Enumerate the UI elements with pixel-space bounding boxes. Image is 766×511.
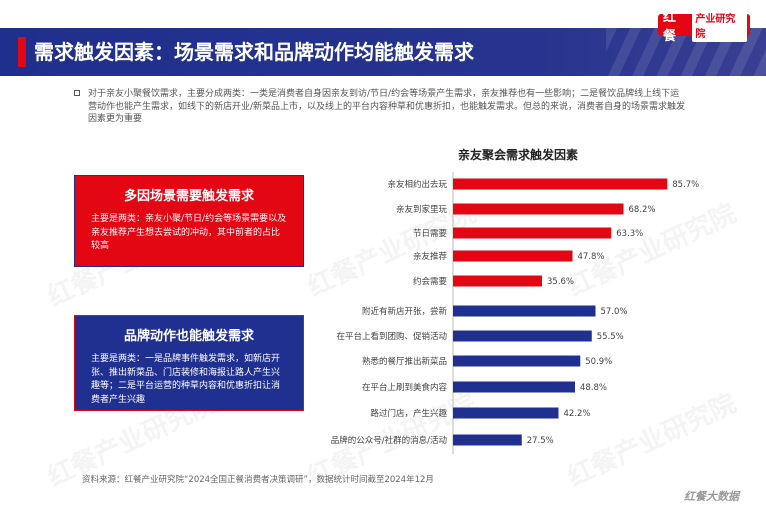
category-label: 节日需要 <box>413 229 448 239</box>
bar <box>453 275 542 287</box>
source-note: 资料来源：红餐产业研究院“2024全国正餐消费者决策调研”，数据统计时间截至20… <box>82 475 434 485</box>
scene-card-body: 主要是两类：亲友小聚/节日/约会等场景需要以及亲友推荐产生想去尝试的冲动，其中前… <box>91 214 287 251</box>
logo-text: 产业研究院 <box>692 8 747 42</box>
value-label: 27.5% <box>527 436 554 446</box>
bar <box>453 355 581 367</box>
value-label: 50.9% <box>585 357 612 367</box>
category-label: 路过门店，产生兴趣 <box>370 408 447 419</box>
bar <box>453 330 592 342</box>
category-label: 亲友相约出去玩 <box>387 179 447 190</box>
bar <box>453 434 522 446</box>
value-label: 57.0% <box>601 307 628 317</box>
value-label: 47.8% <box>578 252 605 262</box>
brand-logo: 红餐 产业研究院 <box>658 8 750 44</box>
intro-text: 对于亲友小聚餐饮需求，主要分成两类：一类是消费者自身因亲友到访/节日/约会等场景… <box>88 89 686 124</box>
bar <box>453 178 668 190</box>
page-title: 需求触发因素：场景需求和品牌动作均能触发需求 <box>34 40 474 64</box>
brand-action-card: 品牌动作也能触发需求 主要是两类：一是品牌事件触发需求，如新店开张、推出新菜品、… <box>74 315 304 411</box>
bar <box>453 381 575 393</box>
bar <box>453 407 559 419</box>
title-accent <box>18 37 26 67</box>
category-label: 亲友到家里玩 <box>396 204 448 215</box>
value-label: 63.3% <box>616 229 643 239</box>
value-label: 55.5% <box>597 332 624 342</box>
brand-card-body: 主要是两类：一是品牌事件触发需求，如新店开张、推出新菜品、门店装修和海报让路人产… <box>91 354 281 405</box>
bar <box>453 250 573 262</box>
category-label: 在平台上刷到美食内容 <box>362 382 448 393</box>
category-label: 附近有新店开张，尝新 <box>362 306 448 317</box>
category-label: 在平台上看到团购、促销活动 <box>336 331 447 342</box>
bar <box>453 227 612 239</box>
category-label: 熟悉的餐厅推出新菜品 <box>362 356 447 367</box>
scene-demand-card: 多因场景需要触发需求 主要是两类：亲友小聚/节日/约会等场景需要以及亲友推荐产生… <box>74 175 304 267</box>
value-label: 85.7% <box>672 180 699 190</box>
value-label: 42.2% <box>564 409 591 419</box>
value-label: 48.8% <box>580 383 607 393</box>
category-label: 品牌的公众号/社群的消息/活动 <box>331 435 448 446</box>
intro-paragraph: 对于亲友小聚餐饮需求，主要分成两类：一类是消费者自身因亲友到访/节日/约会等场景… <box>74 88 688 126</box>
category-label: 亲友推荐 <box>413 251 448 262</box>
brand-card-title: 品牌动作也能触发需求 <box>123 329 254 344</box>
category-label: 约会需要 <box>413 276 448 287</box>
square-bullet-icon <box>74 90 80 96</box>
value-label: 35.6% <box>547 277 574 287</box>
value-label: 68.2% <box>629 205 656 215</box>
footer-logo: 红餐大数据 <box>684 490 739 503</box>
logo-mark: 红餐 <box>663 10 677 44</box>
chart-title: 亲友聚会需求触发因素 <box>458 148 579 162</box>
bar <box>453 203 624 215</box>
bar <box>453 305 596 317</box>
scene-card-title: 多因场景需要触发需求 <box>123 189 254 204</box>
